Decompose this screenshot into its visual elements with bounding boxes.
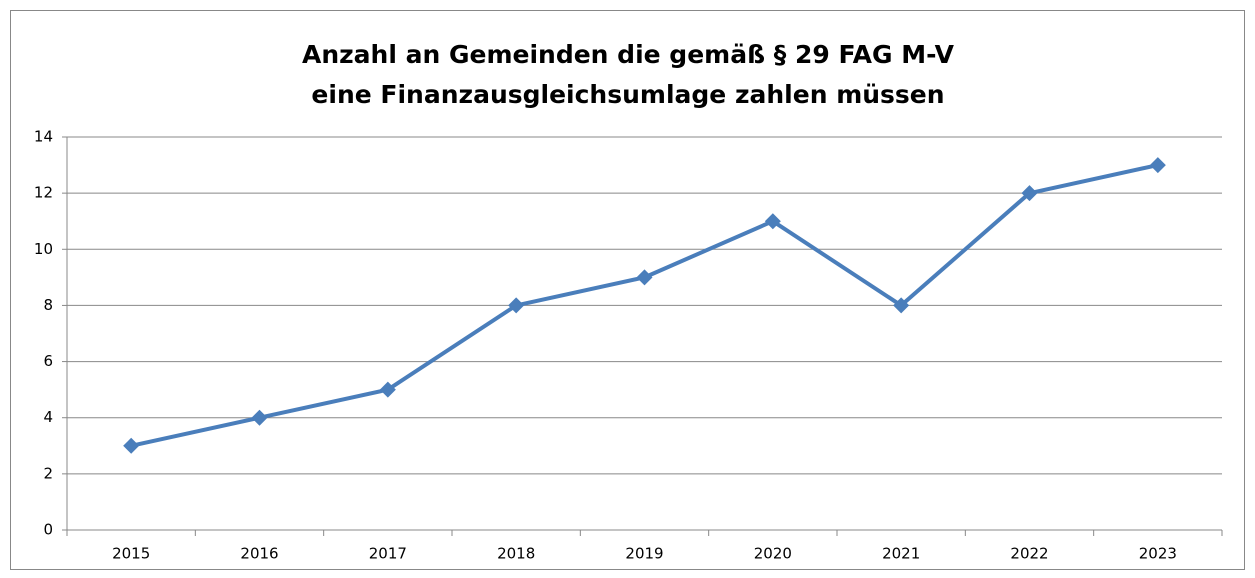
y-tick-label: 2 (43, 464, 53, 482)
x-tick-label: 2021 (882, 545, 920, 563)
y-tick-label: 12 (34, 184, 53, 202)
data-point (1021, 185, 1038, 202)
x-tick-label: 2017 (369, 545, 407, 563)
y-tick-label: 14 (34, 128, 53, 146)
chart-title: eine Finanzausgleichsumlage zahlen müsse… (311, 80, 944, 109)
y-tick-label: 6 (43, 352, 53, 370)
data-point (379, 381, 396, 398)
data-point (251, 409, 268, 426)
data-point (893, 297, 910, 314)
chart-title: Anzahl an Gemeinden die gemäß § 29 FAG M… (302, 40, 955, 69)
y-tick-label: 8 (43, 296, 53, 314)
y-tick-label: 0 (43, 521, 53, 539)
y-tick-label: 10 (34, 240, 53, 258)
data-point (123, 437, 140, 454)
data-point (1149, 157, 1166, 174)
x-tick-label: 2015 (112, 545, 150, 563)
x-tick-label: 2023 (1139, 545, 1177, 563)
x-tick-label: 2018 (497, 545, 535, 563)
data-point (508, 297, 525, 314)
x-tick-label: 2019 (625, 545, 663, 563)
x-tick-label: 2022 (1010, 545, 1048, 563)
data-point (636, 269, 653, 286)
x-tick-label: 2016 (240, 545, 278, 563)
y-tick-label: 4 (43, 408, 53, 426)
data-point (764, 213, 781, 230)
chart-border (10, 10, 1245, 570)
x-tick-label: 2020 (754, 545, 792, 563)
